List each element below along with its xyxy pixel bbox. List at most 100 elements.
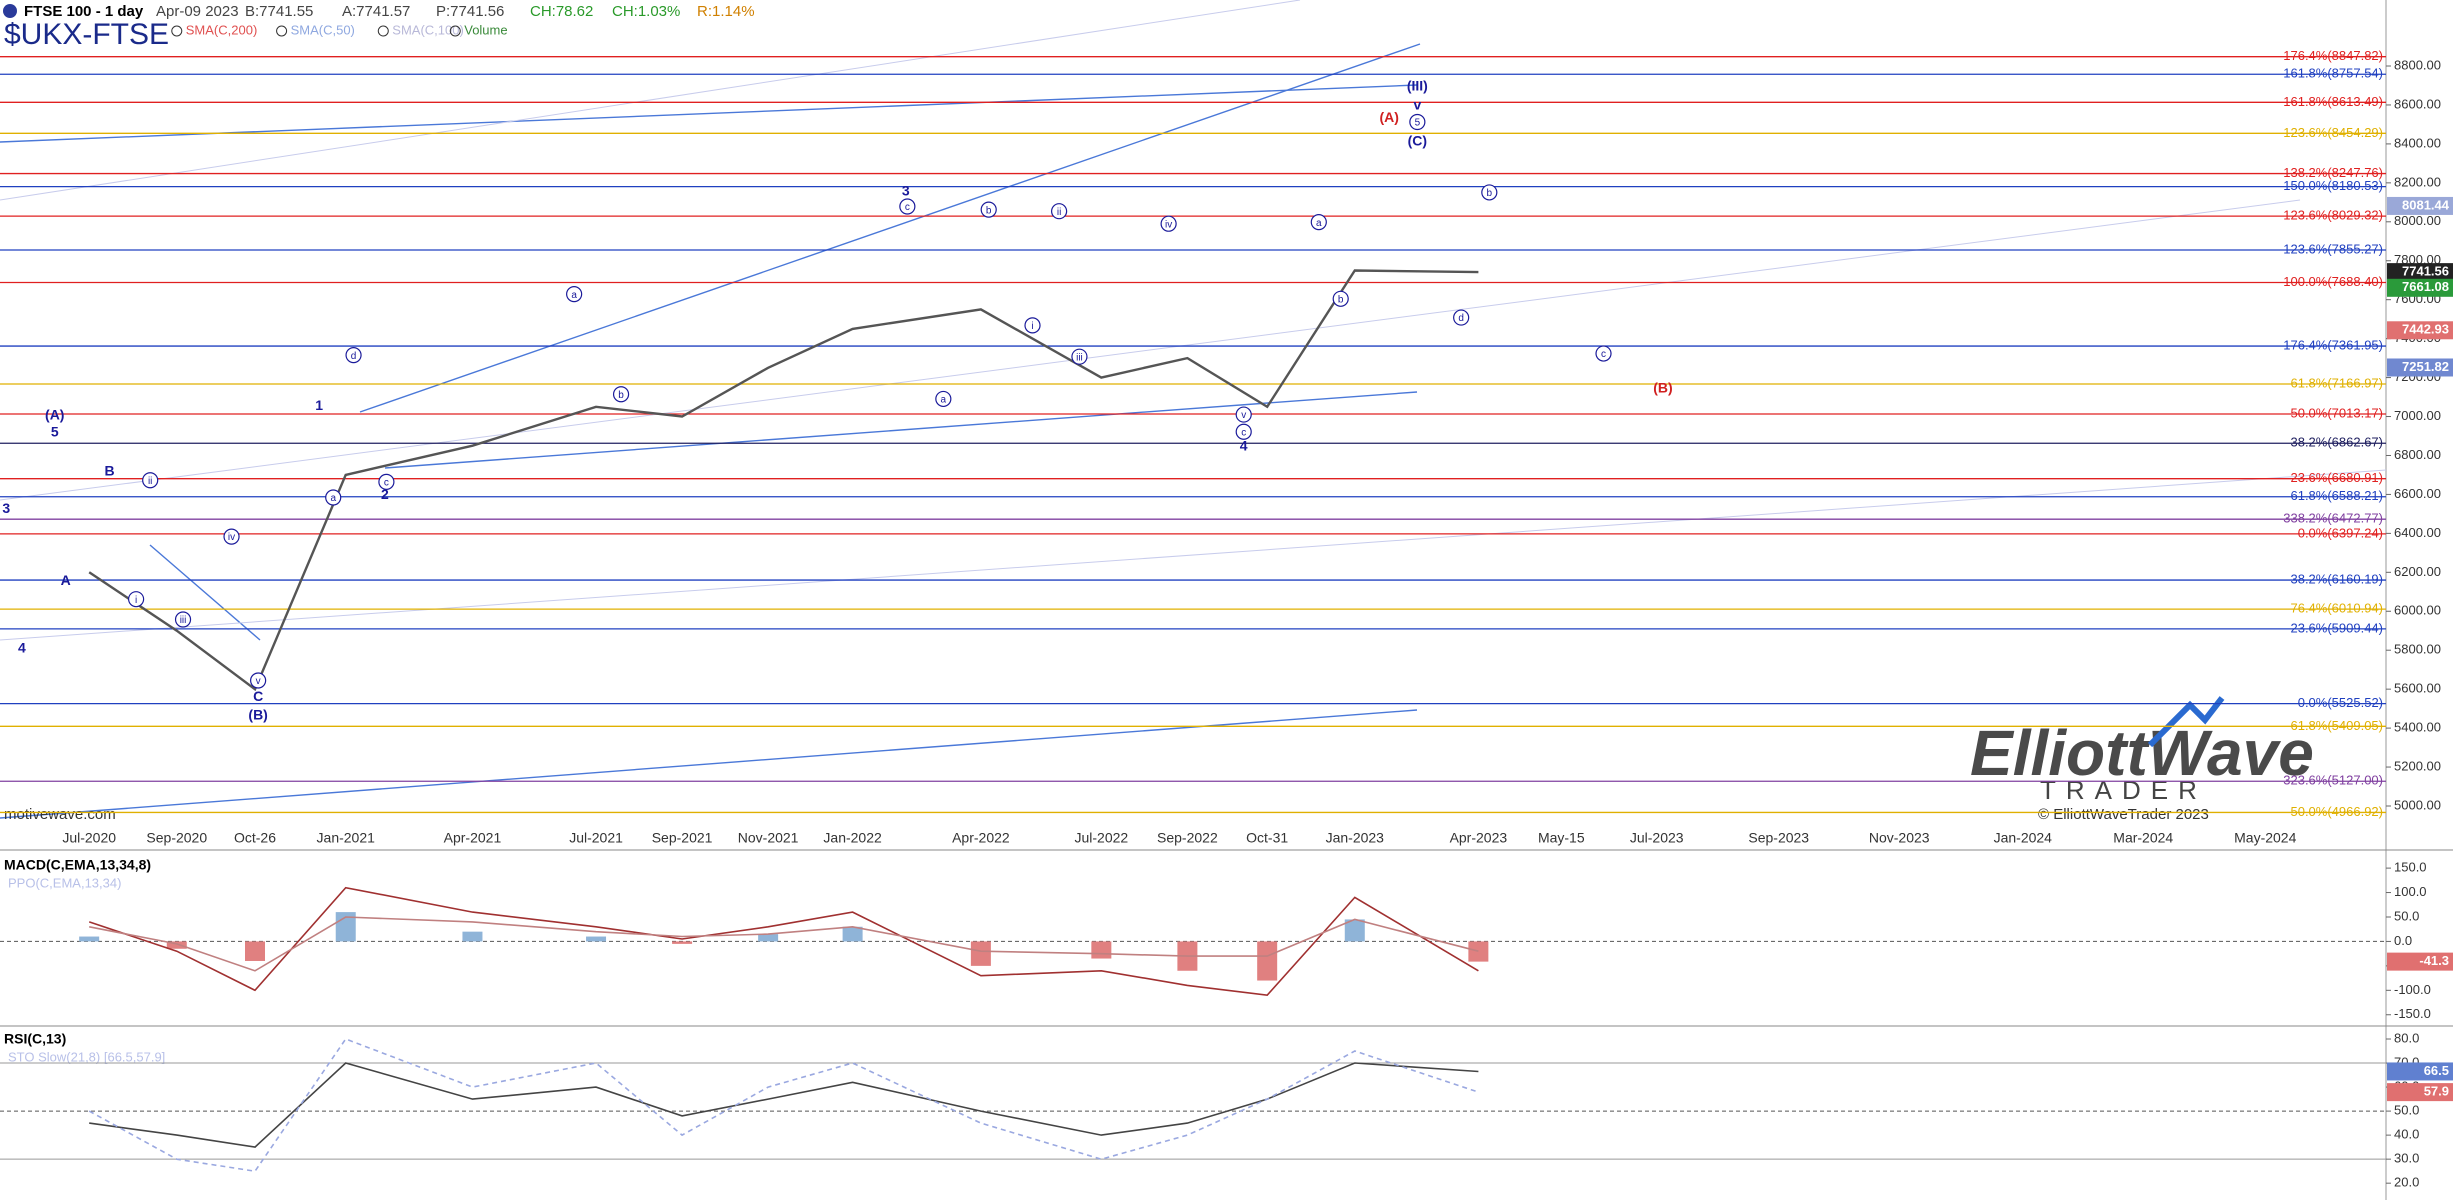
trendlines: [0, 43, 1421, 819]
histogram-bar: [1344, 919, 1365, 942]
wave-circle: [1160, 215, 1177, 232]
wave-label: (B): [1653, 380, 1672, 396]
wave-label: c: [1601, 349, 1606, 360]
wave-label: A: [61, 572, 71, 588]
wave-label: v: [1241, 410, 1246, 421]
indicator-gear: [276, 25, 288, 37]
fib-label: 123.6%(7855.27): [2283, 241, 2383, 256]
logo-main: ElliottWave: [1970, 717, 2314, 789]
price-tag-label: 7442.93: [2402, 322, 2449, 337]
y-tick-label: 6000.00: [2394, 603, 2441, 618]
header-date: Apr-09 2023: [156, 3, 239, 20]
wave-label: B: [104, 463, 114, 479]
histogram-bar: [758, 934, 779, 942]
y-tick-label: 6200.00: [2394, 564, 2441, 579]
macd-title: MACD(C,EMA,13,34,8): [4, 857, 151, 873]
indicator-gear: [171, 25, 183, 37]
price-tag-label: 66.5: [2424, 1063, 2449, 1078]
price-tag-label: 57.9: [2424, 1084, 2449, 1099]
x-tick-label: Oct-26: [234, 830, 276, 846]
y-tick-label: 6600.00: [2394, 486, 2441, 501]
y-tick-label: 6800.00: [2394, 447, 2441, 462]
fib-label: 38.2%(6862.67): [2290, 435, 2383, 450]
indicator-label: Volume: [464, 22, 507, 37]
x-tick-label: Apr-2022: [952, 830, 1010, 846]
wave-label: (A): [1379, 109, 1398, 125]
header-range: R:1.14%: [697, 3, 755, 20]
logo-sub: TRADER: [2040, 775, 2207, 805]
histogram-bar: [166, 941, 187, 949]
wave-circle: [142, 472, 159, 489]
wave-label: i: [1031, 321, 1033, 332]
fib-label: 100.0%(7688.40): [2283, 274, 2383, 289]
price-tag: [2387, 196, 2453, 215]
trendline: [384, 391, 1418, 469]
wave-circle: [935, 390, 952, 408]
x-tick-label: Jul-2020: [62, 830, 116, 846]
x-tick-label: Sep-2021: [652, 830, 713, 846]
data-line: [88, 1038, 1479, 1173]
fib-label: 338.2%(6472.77): [2283, 511, 2383, 526]
wave-circle: [566, 286, 583, 303]
fib-label: 76.4%(6010.94): [2290, 601, 2383, 616]
wave-circle: [325, 489, 342, 506]
wave-circle: [250, 672, 267, 689]
data-line: [88, 269, 1479, 692]
y-tick-label: 5800.00: [2394, 642, 2441, 657]
fib-label: 176.4%(7361.95): [2283, 337, 2383, 352]
wave-circle: [899, 198, 916, 215]
fib-label: 61.8%(7166.97): [2290, 375, 2383, 390]
x-tick-label: Mar-2024: [2113, 830, 2173, 846]
y-tick-label: 8400.00: [2394, 135, 2441, 150]
wave-label: 2: [381, 486, 389, 502]
y-tick-label: 50.0: [2394, 1103, 2419, 1118]
histogram-bar: [586, 936, 607, 942]
wave-label: d: [351, 351, 357, 362]
source-label: motivewave.com: [4, 806, 116, 823]
price-tag-label: 7661.08: [2402, 279, 2449, 294]
trendline: [0, 709, 1418, 819]
fib-label: 138.2%(8247.76): [2283, 165, 2383, 180]
y-tick-label: 5400.00: [2394, 720, 2441, 735]
y-tick-label: 40.0: [2394, 1127, 2419, 1142]
fib-label: 61.8%(6588.21): [2290, 488, 2383, 503]
histogram-bar: [842, 926, 863, 942]
price-tag: [2387, 263, 2453, 282]
indicator-label: SMA(C,100): [392, 22, 464, 37]
wave-label: iv: [228, 532, 235, 543]
y-tick-label: 0.0: [2394, 933, 2412, 948]
x-tick-label: Oct-31: [1246, 830, 1288, 846]
header-change: CH:78.62: [530, 3, 593, 20]
x-tick-label: Sep-2020: [146, 830, 207, 846]
wave-label: b: [1338, 294, 1344, 305]
wave-label: c: [905, 202, 910, 213]
y-tick-label: 8800.00: [2394, 57, 2441, 72]
wave-label: (III): [1407, 78, 1428, 94]
fib-label: 123.6%(8029.32): [2283, 208, 2383, 223]
wave-label: ii: [148, 476, 152, 487]
x-tick-label: Jan-2021: [317, 830, 376, 846]
wave-circle: [223, 528, 240, 545]
y-tick-label: -100.0: [2394, 982, 2431, 997]
fib-label: 150.0%(8180.53): [2283, 178, 2383, 193]
data-line: [89, 916, 1479, 972]
fib-label: 50.0%(7013.17): [2290, 405, 2383, 420]
y-tick-label: 30.0: [2394, 1151, 2419, 1166]
wave-label: iii: [180, 615, 187, 626]
x-tick-label: Nov-2021: [738, 830, 799, 846]
wave-circle: [1310, 214, 1327, 231]
wave-label: 3: [902, 183, 910, 199]
wave-circle: [378, 473, 395, 490]
wave-circle: [1235, 423, 1252, 440]
wave-circle: [1051, 203, 1068, 220]
indicator-label: SMA(C,200): [186, 22, 258, 37]
y-tick-label: 5600.00: [2394, 681, 2441, 696]
x-tick-label: Jan-2023: [1326, 830, 1385, 846]
fib-label: 61.8%(5409.05): [2290, 718, 2383, 733]
header-title: FTSE 100 - 1 day: [24, 3, 144, 20]
x-tick-label: Nov-2023: [1869, 830, 1930, 846]
wave-circle: [612, 386, 630, 403]
x-tick-label: Jul-2023: [1630, 830, 1684, 846]
wave-label: a: [941, 395, 947, 406]
